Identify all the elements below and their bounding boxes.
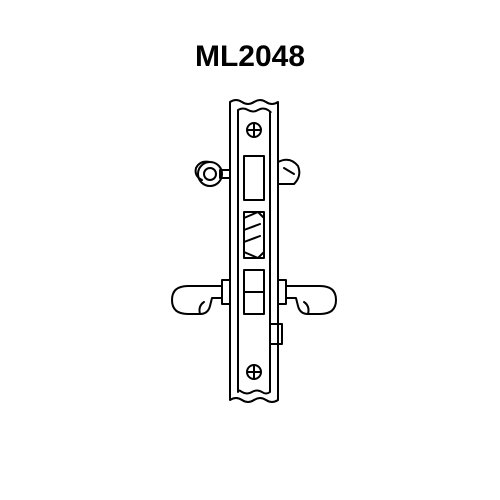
model-number-label: ML2048 [195,40,305,74]
mortise-lock-illustration [150,84,350,424]
product-figure: ML2048 [0,0,500,500]
lock-diagram [150,84,350,424]
